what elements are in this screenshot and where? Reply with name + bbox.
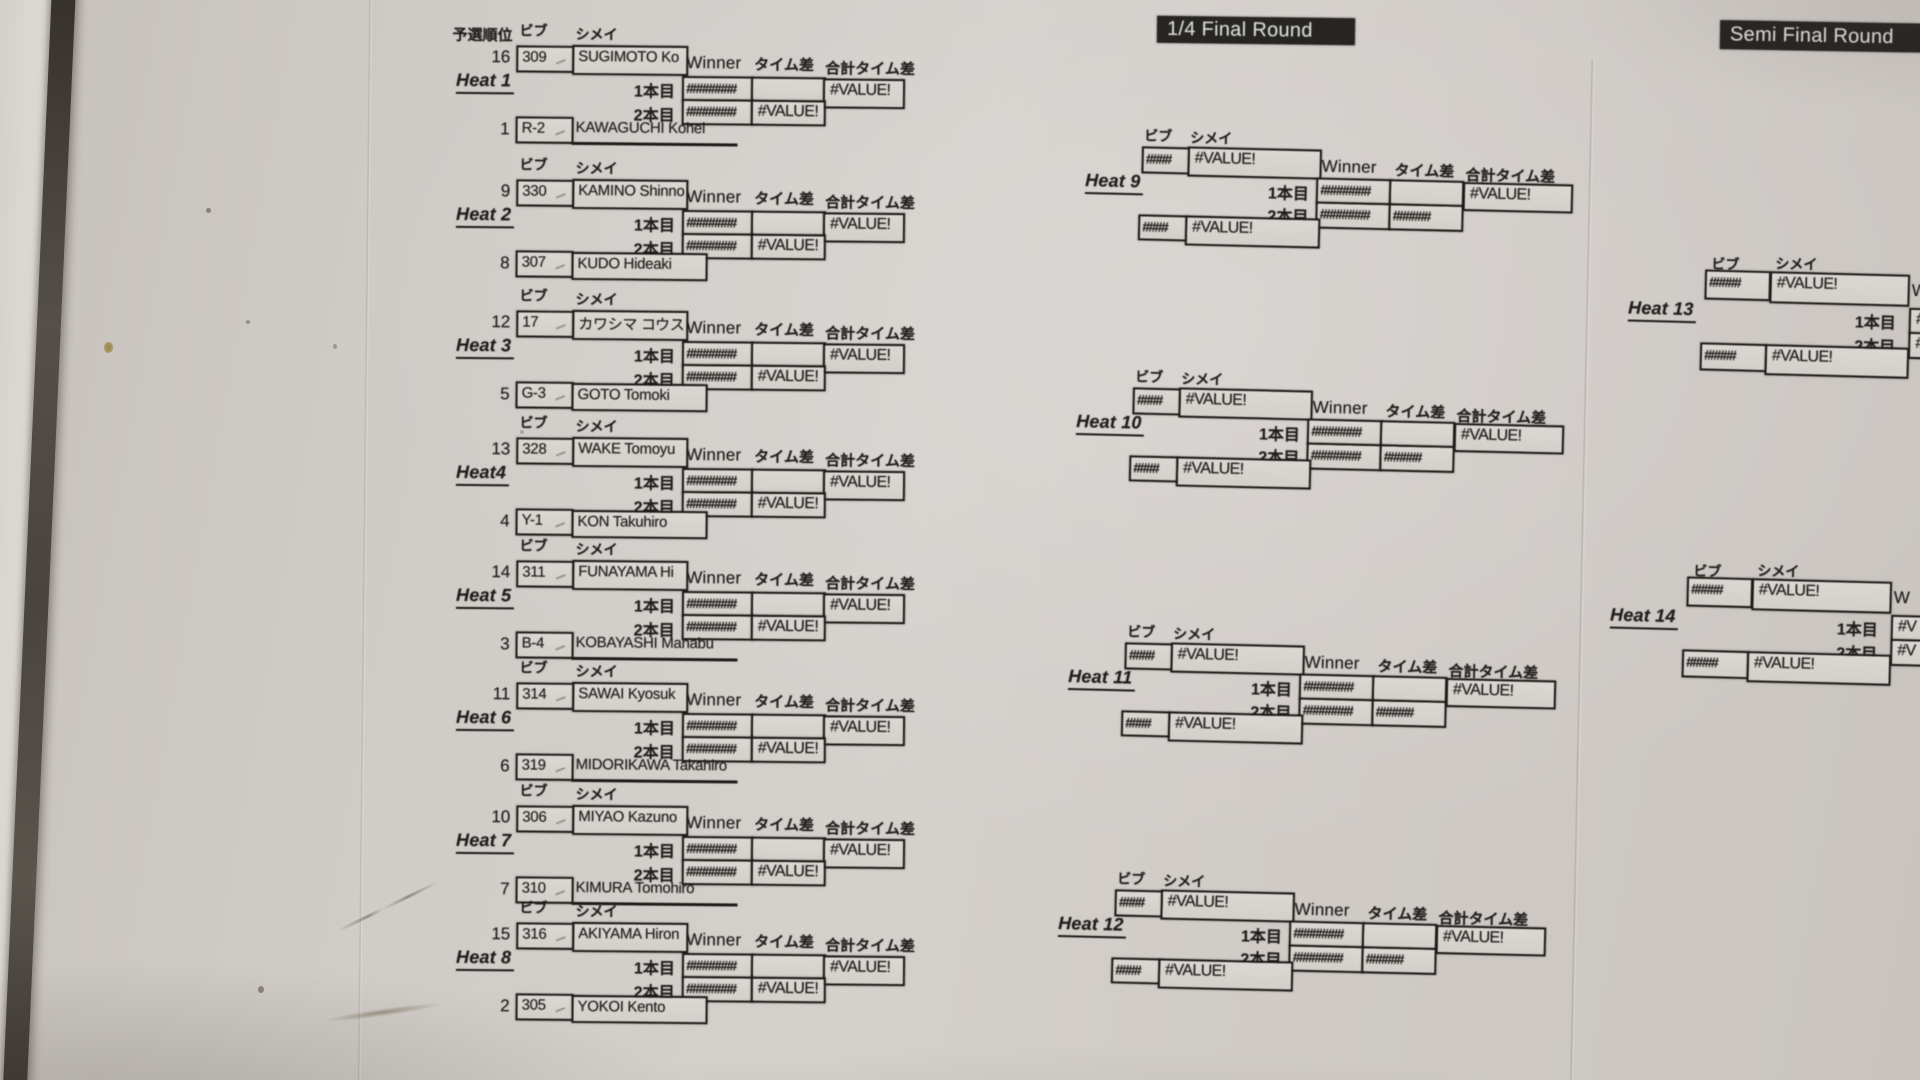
stain-spot xyxy=(258,986,264,993)
stain-spot xyxy=(206,208,211,213)
stain-spot xyxy=(333,344,337,349)
stain-spot xyxy=(246,320,250,324)
stain-spot xyxy=(520,430,524,434)
stain-spot xyxy=(104,342,113,353)
